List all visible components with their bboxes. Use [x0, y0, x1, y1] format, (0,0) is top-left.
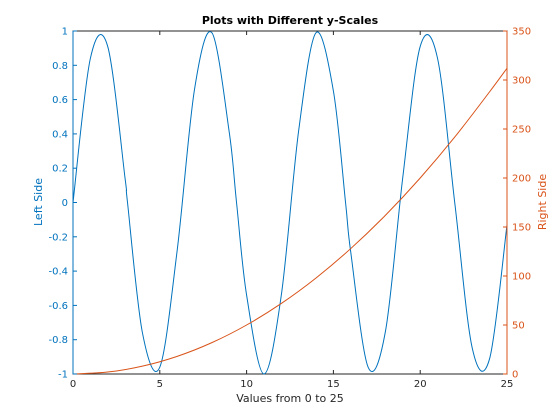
right-tick-label: 200	[512, 174, 531, 185]
right-series-line	[72, 67, 508, 375]
left-tick-label: -0.2	[48, 232, 68, 243]
right-tick-label: 150	[512, 223, 531, 234]
x-tick-label: 10	[240, 379, 253, 390]
left-tick-label: -0.8	[48, 335, 68, 346]
right-tick-label: 250	[512, 125, 531, 136]
left-tick-label: 0.6	[52, 95, 68, 106]
left-tick-label: 1	[62, 27, 68, 38]
left-tick-label: 0.4	[52, 129, 68, 140]
x-axis-label: Values from 0 to 25	[236, 392, 344, 405]
right-tick-label: 300	[512, 76, 531, 87]
right-axis-label: Right Side	[536, 174, 549, 230]
left-axis-label: Left Side	[32, 178, 45, 226]
left-series-line	[72, 31, 508, 375]
left-tick-label: -1	[58, 370, 68, 381]
right-tick-label: 50	[512, 321, 525, 332]
right-tick-label: 100	[512, 272, 531, 283]
left-tick-label: 0.2	[52, 164, 68, 175]
x-tick-label: 25	[501, 379, 514, 390]
series-layer	[72, 31, 508, 375]
left-tick-label: -0.6	[48, 301, 68, 312]
x-tick-label: 20	[414, 379, 427, 390]
x-tick-label: 5	[157, 379, 163, 390]
right-tick-label: 350	[512, 27, 531, 38]
left-tick-label: 0.8	[52, 61, 68, 72]
axes-layer: 0 5 10 15 20 25-1-0.8-0.6-0.4-0.200.20.40.60.…	[48, 27, 531, 391]
left-tick-label: -0.4	[48, 267, 68, 278]
chart-title: Plots with Different y-Scales	[202, 14, 379, 27]
left-tick-label: 0	[62, 198, 68, 209]
right-tick-label: 0	[512, 370, 518, 381]
x-tick-label: 15	[327, 379, 340, 390]
x-tick-label: 0	[70, 379, 76, 390]
